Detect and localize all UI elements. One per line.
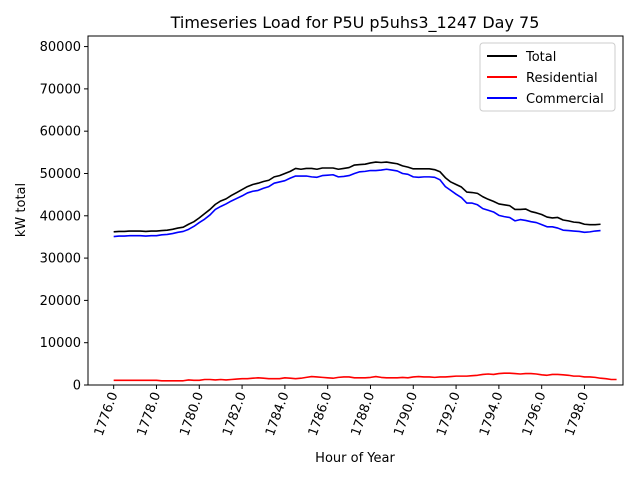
series-line-total	[113, 161, 601, 233]
y-axis-label: kW total	[14, 183, 29, 237]
y-tick-label: 0	[73, 379, 81, 394]
y-tick-label: 60000	[40, 125, 81, 140]
y-tick-label: 50000	[40, 167, 81, 182]
series-line-commercial	[113, 168, 601, 238]
y-tick-label: 80000	[40, 40, 81, 55]
x-axis-label: Hour of Year	[315, 451, 395, 466]
series-line-residential	[113, 372, 617, 382]
y-tick-label: 30000	[40, 252, 81, 267]
series-group	[113, 161, 617, 382]
legend-label-commercial: Commercial	[526, 92, 604, 107]
y-tick-label: 20000	[40, 294, 81, 309]
y-tick-label: 70000	[40, 82, 81, 97]
legend: Total Residential Commercial	[479, 42, 616, 112]
axes-frame	[87, 35, 624, 386]
y-tick-label: 40000	[40, 209, 81, 224]
y-axis-ticks: 0 10000 20000 30000 40000 50000 60000 70000 8000…	[40, 40, 88, 394]
legend-box	[479, 42, 616, 112]
y-tick-label: 10000	[40, 336, 81, 351]
legend-label-total: Total	[525, 50, 556, 65]
legend-label-residential: Residential	[526, 71, 598, 86]
chart-title: Timeseries Load for P5U p5uhs3_1247 Day …	[170, 13, 540, 33]
